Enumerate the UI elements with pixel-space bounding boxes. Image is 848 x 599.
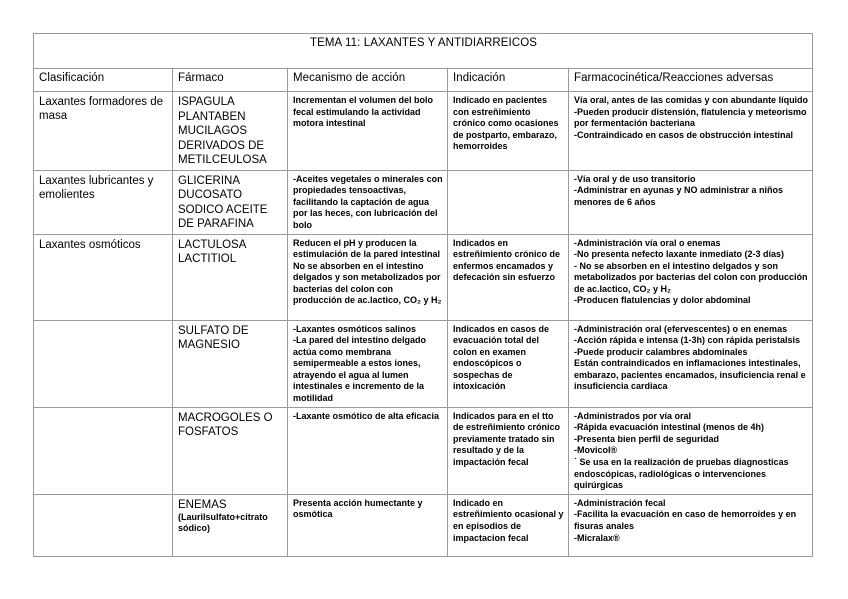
cell-mecanismo: -Aceites vegetales o minerales con propi… — [287, 169, 448, 235]
farmaco-name: LACTULOSA LACTITIOL — [178, 238, 246, 266]
cell-farmaco: ENEMAS (Laurilsulfato+citrato sódico) — [172, 493, 288, 557]
column-header-farmacocinetica: Farmacocinética/Reacciones adversas — [567, 68, 814, 92]
cell-farmacocinetica: -Vía oral y de uso transitorio -Administr… — [567, 169, 814, 235]
table-row: MACROGOLES O FOSFATOS -Laxante osmótico d… — [33, 406, 814, 495]
cell-indicacion: Indicados en casos de evacuación total d… — [447, 319, 569, 408]
cell-paragraph: Indicados para en el tto de estreñimient… — [453, 410, 561, 468]
cell-clasificacion — [33, 406, 173, 495]
column-header-clasificacion: Clasificación — [33, 68, 173, 92]
cell-paragraph: -Producen flatulencias y dolor abdominal — [574, 295, 751, 306]
table-title-row: TEMA 11: LAXANTES Y ANTIDIARREICOS — [32, 33, 814, 69]
cell-paragraph: -Puede producir calambres abdominales — [574, 346, 748, 357]
cell-clasificacion — [33, 319, 173, 408]
cell-paragraph: -Acción rápida e intensa (1-3h) con rápi… — [574, 335, 801, 346]
cell-farmaco: MACROGOLES O FOSFATOS — [172, 406, 288, 495]
cell-paragraph: -Administración oral (efervescentes) o e… — [574, 323, 788, 334]
table-row: Laxantes formadores de masa ISPAGULA PLAN… — [33, 91, 814, 171]
table-body: Laxantes formadores de masa ISPAGULA PLAN… — [33, 91, 814, 557]
column-header-indicacion: Indicación — [447, 68, 569, 92]
cell-farmaco: ISPAGULA PLANTABEN MUCILAGOS DERIVADOS D… — [172, 91, 288, 171]
cell-clasificacion: Laxantes formadores de masa — [33, 91, 173, 171]
cell-paragraph: -Vía oral y de uso transitorio — [574, 173, 696, 184]
cell-indicacion: Indicados para en el tto de estreñimient… — [447, 406, 569, 495]
cell-paragraph: -Pueden producir distensión, flatulencia… — [574, 106, 807, 129]
table-row: Laxantes lubricantes y emolientes GLICERI… — [33, 169, 814, 235]
cell-paragraph: -Facilita la evacuación en caso de hemor… — [574, 509, 797, 531]
cell-farmacocinetica: Vía oral, antes de las comidas y con abu… — [567, 91, 814, 171]
cell-clasificacion — [33, 493, 173, 557]
cell-mecanismo: -Laxantes osmóticos salinos -La pared del… — [287, 319, 448, 408]
cell-paragraph: - No se absorben en el intestino delgado… — [574, 260, 808, 294]
cell-farmaco: GLICERINA DUCOSATO SODICO ACEITE DE PARA… — [172, 169, 288, 235]
farmaco-name: ISPAGULA PLANTABEN MUCILAGOS DERIVADOS D… — [178, 96, 267, 166]
table-row: ENEMAS (Laurilsulfato+citrato sódico) Pres… — [33, 493, 814, 557]
cell-indicacion: Indicados en estreñimiento crónico de en… — [447, 233, 569, 321]
cell-indicacion — [447, 169, 569, 235]
cell-clasificacion: Laxantes lubricantes y emolientes — [33, 169, 173, 235]
cell-farmacocinetica: -Administrados por vía oral -Rápida evacu… — [567, 406, 814, 495]
cell-paragraph: Presenta acción humectante y osmótica — [293, 497, 423, 520]
cell-paragraph: -Laxante osmótico de alta eficacia — [293, 410, 440, 421]
cell-indicacion: Indicado en estreñimiento ocasional y en… — [447, 493, 569, 557]
cell-farmaco: LACTULOSA LACTITIOL — [172, 233, 288, 321]
farmaco-name: MACROGOLES O FOSFATOS — [178, 411, 273, 439]
cell-paragraph: -Administración fecal — [574, 497, 666, 508]
cell-paragraph: -Presenta bien perfil de seguridad — [574, 433, 720, 444]
cell-mecanismo: Reducen el pH y producen la estimulación… — [287, 233, 448, 321]
cell-farmaco: SULFATO DE MAGNESIO — [172, 319, 288, 408]
cell-paragraph: -Laxantes osmóticos salinos — [293, 323, 417, 334]
cell-paragraph: Indicado en estreñimiento ocasional y en… — [453, 497, 564, 543]
cell-paragraph: Incrementan el volumen del bolo fecal es… — [293, 95, 434, 129]
cell-paragraph: -Administrar en ayunas y NO administrar … — [574, 185, 784, 207]
cell-mecanismo: Incrementan el volumen del bolo fecal es… — [287, 91, 448, 171]
cell-paragraph: -Rápida evacuación intestinal (menos de … — [574, 422, 765, 433]
cell-paragraph: -Contraindicado en casos de obstrucción … — [574, 129, 794, 140]
cell-farmacocinetica: -Administración fecal -Facilita la evacua… — [567, 493, 814, 557]
table-row: SULFATO DE MAGNESIO -Laxantes osmóticos s… — [33, 319, 814, 408]
cell-paragraph: -Aceites vegetales o minerales con propi… — [293, 173, 443, 230]
document-title: TEMA 11: LAXANTES Y ANTIDIARREICOS — [32, 33, 814, 69]
column-header-mecanismo: Mecanismo de acción — [287, 68, 448, 92]
farmaco-subtitle: (Laurilsulfato+citrato sódico) — [178, 512, 268, 534]
cell-indicacion: Indicado en pacientes con estreñimiento … — [447, 91, 569, 171]
table-header-row: Clasificación Fármaco Mecanismo de acció… — [33, 68, 814, 92]
farmaco-name: GLICERINA DUCOSATO SODICO ACEITE DE PARA… — [178, 174, 268, 231]
cell-paragraph: -No presenta nefecto laxante inmediato (… — [574, 249, 785, 260]
farmaco-name: SULFATO DE MAGNESIO — [178, 324, 249, 352]
cell-paragraph: Están contraindicados en inflamaciones i… — [574, 358, 806, 392]
column-header-farmaco: Fármaco — [172, 68, 288, 92]
cell-clasificacion: Laxantes osmóticos — [33, 233, 173, 321]
cell-paragraph: -Administrados por vía oral — [574, 410, 692, 421]
laxantes-table: TEMA 11: LAXANTES Y ANTIDIARREICOS Clasi… — [32, 33, 814, 557]
cell-paragraph: Indicados en estreñimiento crónico de en… — [453, 237, 561, 283]
cell-mecanismo: Presenta acción humectante y osmótica — [287, 493, 448, 557]
cell-paragraph: No se absorben en el intestino delgados … — [293, 260, 442, 306]
cell-paragraph: Indicados en casos de evacuación total d… — [453, 323, 550, 392]
cell-paragraph: Indicado en pacientes con estreñimiento … — [453, 95, 559, 152]
cell-paragraph: -Micralax® — [574, 532, 620, 543]
cell-paragraph: -La pared del intestino delgado actúa co… — [293, 335, 427, 404]
farmaco-name: ENEMAS — [178, 498, 227, 511]
cell-mecanismo: -Laxante osmótico de alta eficacia — [287, 406, 448, 495]
cell-paragraph: -Administración vía oral o enemas — [574, 237, 721, 248]
cell-paragraph: ˙ Se usa en la realización de pruebas di… — [574, 457, 789, 491]
cell-paragraph: Vía oral, antes de las comidas y con abu… — [574, 95, 809, 105]
cell-paragraph: Reducen el pH y producen la estimulación… — [293, 237, 441, 260]
table-row: Laxantes osmóticos LACTULOSA LACTITIOL Red… — [33, 233, 814, 321]
cell-paragraph: -Movicol® — [574, 445, 618, 456]
cell-farmacocinetica: -Administración oral (efervescentes) o e… — [567, 319, 814, 408]
cell-farmacocinetica: -Administración vía oral o enemas -No pre… — [567, 233, 814, 321]
